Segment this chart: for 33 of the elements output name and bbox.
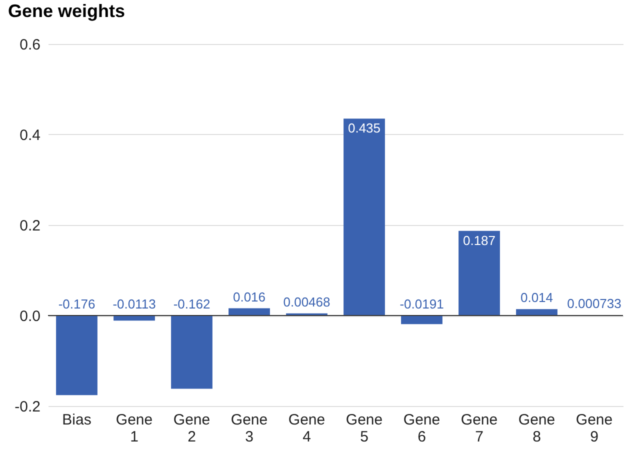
y-tick-label: 0.4 [20, 127, 40, 144]
x-tick-label: Gene 6 [403, 412, 440, 446]
y-tick-label: 0.0 [20, 308, 40, 325]
x-tick-label: Gene 1 [116, 412, 153, 446]
data-label: -0.162 [173, 296, 210, 312]
bar [516, 309, 558, 316]
data-label: 0.435 [348, 120, 381, 136]
data-label: 0.187 [462, 232, 496, 248]
y-tick-label: 0.6 [20, 36, 40, 54]
bar [228, 308, 270, 316]
bar [56, 316, 98, 396]
data-label: -0.0191 [400, 296, 444, 312]
data-label: -0.0113 [112, 296, 156, 312]
bar [401, 316, 442, 324]
data-label: 0.00468 [283, 294, 330, 310]
chart-title: Gene weights [8, 1, 126, 21]
bar [344, 118, 385, 316]
data-label: 0.000733 [567, 296, 622, 312]
x-tick-label: Gene 9 [576, 412, 613, 446]
bar [458, 230, 500, 316]
x-tick-label: Gene 4 [288, 412, 326, 446]
y-tick-label: -0.2 [14, 398, 40, 416]
x-tick-label: Gene 7 [460, 412, 498, 446]
x-tick-label: Bias [62, 412, 92, 428]
x-tick-label: Gene 2 [173, 412, 210, 446]
x-tick-label: Gene 3 [230, 412, 268, 446]
x-tick-label: Gene 8 [518, 412, 556, 446]
bar [171, 316, 212, 389]
x-tick-label: Gene 5 [346, 412, 383, 446]
data-label: 0.016 [232, 289, 266, 304]
y-tick-label: 0.2 [20, 218, 40, 234]
data-label: 0.014 [520, 290, 554, 306]
data-label: -0.176 [58, 296, 96, 312]
